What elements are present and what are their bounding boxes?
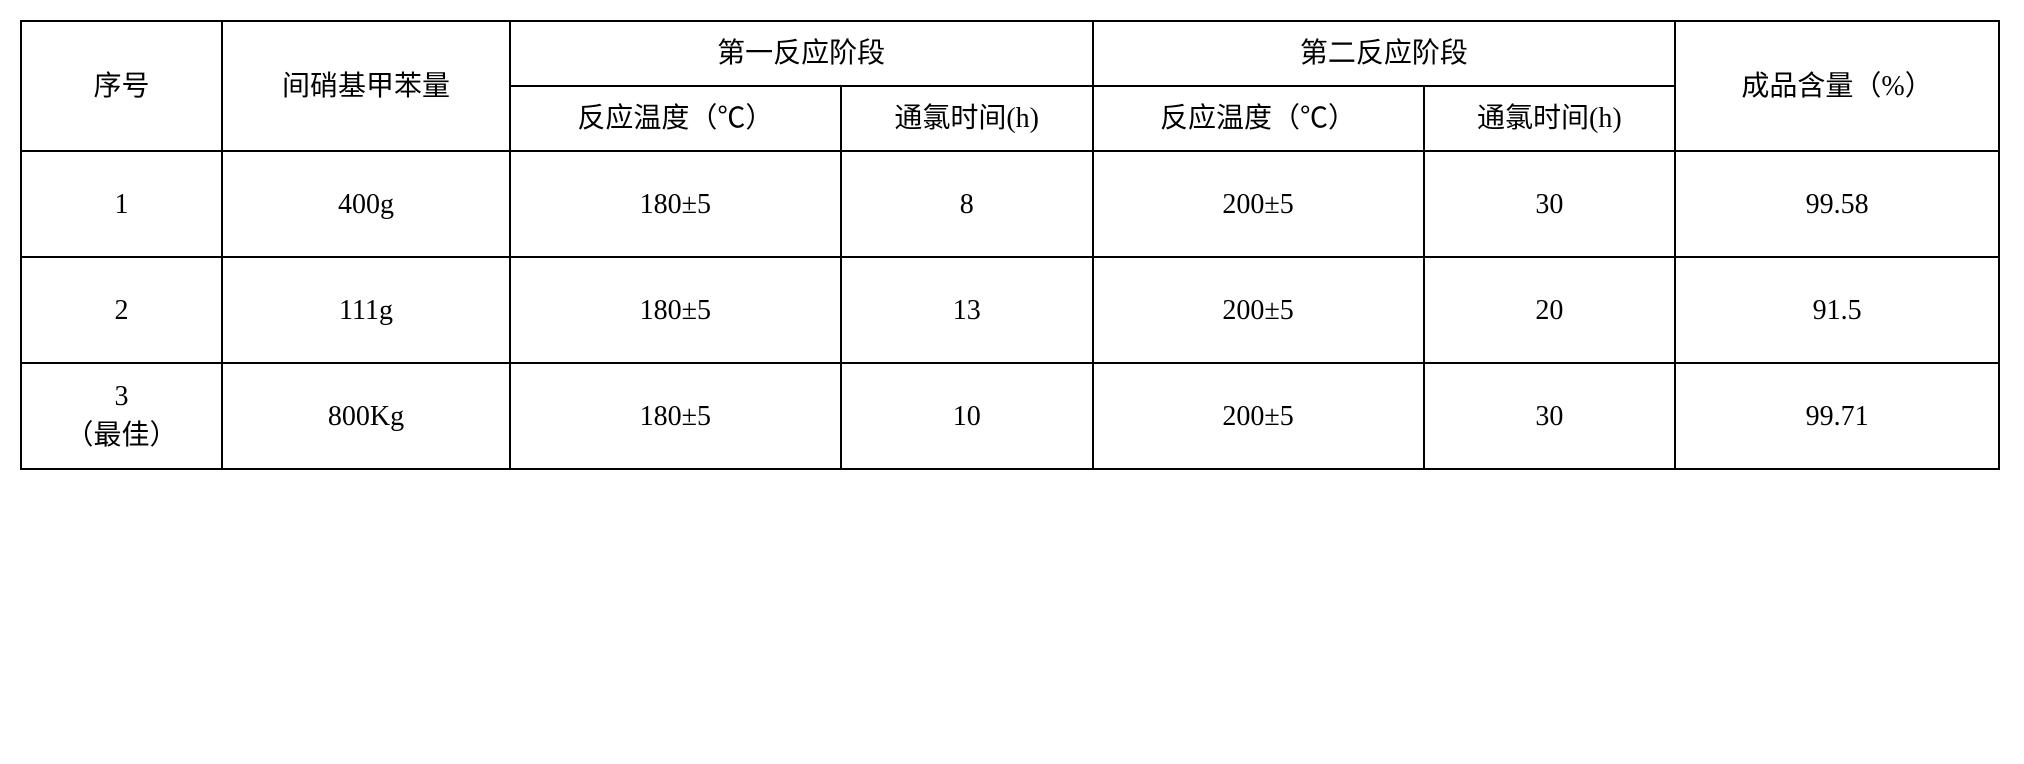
header-stage2: 第二反应阶段: [1093, 21, 1676, 86]
data-table: 序号 间硝基甲苯量 第一反应阶段 第二反应阶段 成品含量（%） 反应温度（℃） …: [20, 20, 2000, 470]
cell-temp2: 200±5: [1093, 257, 1424, 363]
cell-content: 99.71: [1675, 363, 1999, 469]
header-time2: 通氯时间(h): [1424, 86, 1676, 151]
cell-amount: 800Kg: [222, 363, 510, 469]
cell-seq: 2: [21, 257, 222, 363]
cell-temp1: 180±5: [510, 363, 841, 469]
header-seq: 序号: [21, 21, 222, 151]
table-row: 3 （最佳） 800Kg 180±5 10 200±5 30 99.71: [21, 363, 1999, 469]
cell-temp1: 180±5: [510, 257, 841, 363]
header-amount: 间硝基甲苯量: [222, 21, 510, 151]
header-temp2: 反应温度（℃）: [1093, 86, 1424, 151]
table-row: 2 111g 180±5 13 200±5 20 91.5: [21, 257, 1999, 363]
cell-amount: 400g: [222, 151, 510, 257]
cell-temp2: 200±5: [1093, 363, 1424, 469]
cell-content: 99.58: [1675, 151, 1999, 257]
cell-time2: 20: [1424, 257, 1676, 363]
cell-amount: 111g: [222, 257, 510, 363]
cell-content: 91.5: [1675, 257, 1999, 363]
cell-seq: 3 （最佳）: [21, 363, 222, 469]
header-content: 成品含量（%）: [1675, 21, 1999, 151]
cell-time1: 13: [841, 257, 1093, 363]
cell-temp1: 180±5: [510, 151, 841, 257]
cell-temp2: 200±5: [1093, 151, 1424, 257]
cell-seq: 1: [21, 151, 222, 257]
cell-time1: 10: [841, 363, 1093, 469]
cell-time1: 8: [841, 151, 1093, 257]
header-stage1: 第一反应阶段: [510, 21, 1093, 86]
header-time1: 通氯时间(h): [841, 86, 1093, 151]
cell-time2: 30: [1424, 363, 1676, 469]
cell-time2: 30: [1424, 151, 1676, 257]
table-row: 1 400g 180±5 8 200±5 30 99.58: [21, 151, 1999, 257]
header-temp1: 反应温度（℃）: [510, 86, 841, 151]
